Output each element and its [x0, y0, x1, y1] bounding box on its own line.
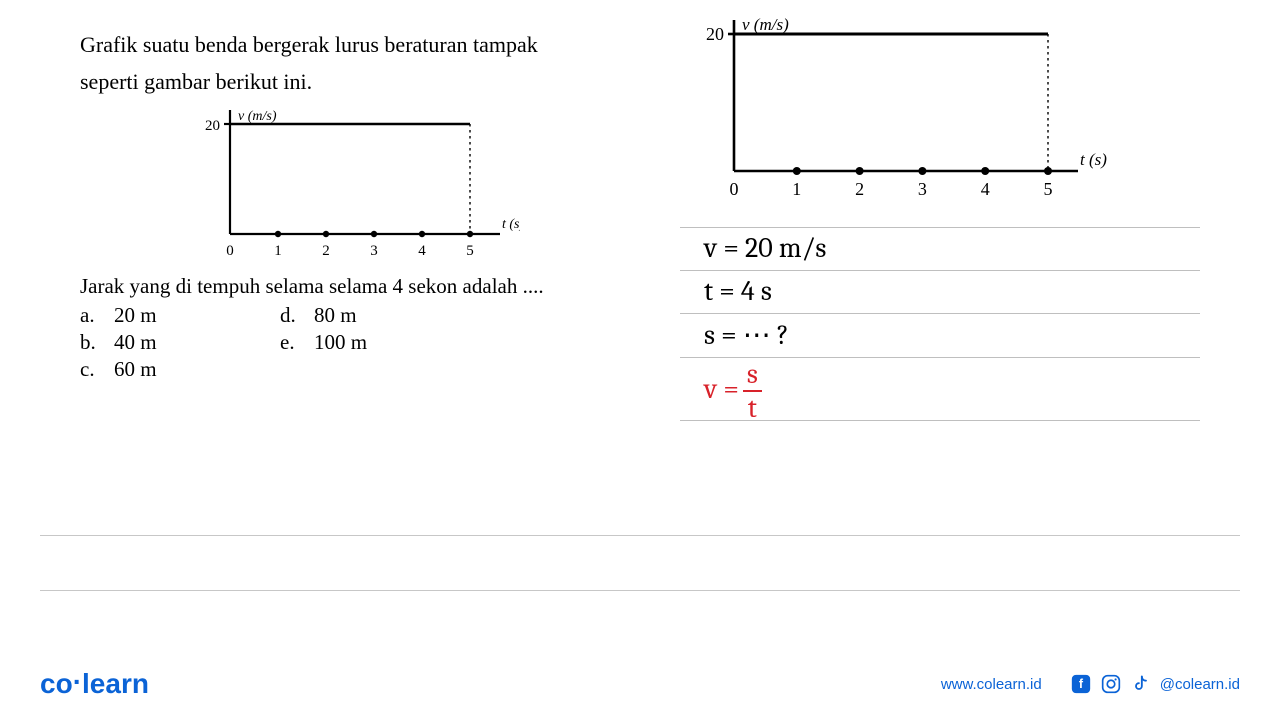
option-row: d.80 m: [280, 303, 367, 328]
question-line2: seperti gambar berikut ini.: [80, 67, 620, 98]
footer-url: www.colearn.id: [941, 676, 1042, 693]
svg-text:0: 0: [226, 243, 234, 259]
options-right: d.80 me.100 m: [280, 303, 367, 384]
option-letter: d.: [280, 303, 314, 328]
sol-v-text: v = 20 m/s: [704, 232, 826, 264]
option-letter: c.: [80, 357, 114, 382]
footer: co·learn www.colearn.id f @colearn.id: [40, 668, 1240, 700]
option-letter: a.: [80, 303, 114, 328]
solution-column: 20v (m/s)t (s)012345 v = 20 m/s t = 4 s …: [640, 30, 1200, 510]
content-area: Grafik suatu benda bergerak lurus beratu…: [80, 30, 1200, 510]
sol-v: v = 20 m/s: [680, 228, 1200, 270]
question-graph: 20 v (m/s) t (s) 0 1 2 3 4 5: [190, 104, 620, 264]
option-letter: e.: [280, 330, 314, 355]
vt-graph-small: 20 v (m/s) t (s) 0 1 2 3 4 5: [190, 104, 520, 259]
svg-text:t (s): t (s): [1080, 150, 1107, 169]
sol-s: s = ⋯ ?: [680, 314, 1200, 357]
options: a.20 mb.40 mc.60 m d.80 me.100 m: [80, 303, 620, 384]
svg-text:5: 5: [466, 243, 474, 259]
option-row: b.40 m: [80, 330, 280, 355]
sol-eq-left: v =: [704, 373, 739, 405]
sol-formula: v = s t: [680, 358, 1200, 420]
option-text: 20 m: [114, 303, 157, 328]
fraction: s t: [743, 360, 762, 422]
svg-text:2: 2: [322, 243, 330, 259]
svg-text:0: 0: [730, 179, 739, 199]
tiktok-icon: [1130, 673, 1152, 695]
instagram-icon: [1100, 673, 1122, 695]
vt-graph-big: 20 v (m/s) t (s) 0 1 2 3 4 5: [680, 6, 1110, 206]
logo-dot: ·: [73, 666, 82, 697]
solution-graph: 20 v (m/s) t (s) 0 1 2 3 4 5: [680, 6, 1200, 211]
sol-s-text: s = ⋯ ?: [704, 318, 789, 351]
option-text: 80 m: [314, 303, 357, 328]
question-column: Grafik suatu benda bergerak lurus beratu…: [80, 30, 640, 510]
option-row: c.60 m: [80, 357, 280, 382]
sol-t-text: t = 4 s: [704, 275, 772, 307]
frac-num: s: [743, 360, 762, 392]
svg-text:1: 1: [274, 243, 282, 259]
option-text: 60 m: [114, 357, 157, 382]
solution-lines: v = 20 m/s t = 4 s s = ⋯ ? v = s t: [680, 227, 1200, 421]
logo-co: co: [40, 668, 73, 699]
logo: co·learn: [40, 668, 149, 700]
question-prompt: Jarak yang di tempuh selama selama 4 sek…: [80, 274, 620, 299]
svg-text:4: 4: [981, 179, 990, 199]
option-letter: b.: [80, 330, 114, 355]
social-icons: f @colearn.id: [1070, 673, 1240, 695]
logo-learn: learn: [82, 668, 149, 699]
frac-den: t: [748, 392, 757, 422]
svg-text:3: 3: [918, 179, 927, 199]
svg-text:20: 20: [706, 24, 724, 44]
svg-text:t (s): t (s): [502, 217, 520, 232]
svg-text:5: 5: [1044, 179, 1053, 199]
svg-text:v (m/s): v (m/s): [238, 109, 277, 124]
option-text: 100 m: [314, 330, 367, 355]
svg-text:4: 4: [418, 243, 426, 259]
facebook-icon: f: [1070, 673, 1092, 695]
svg-text:3: 3: [370, 243, 378, 259]
options-left: a.20 mb.40 mc.60 m: [80, 303, 280, 384]
svg-text:v (m/s): v (m/s): [742, 15, 789, 34]
svg-text:2: 2: [855, 179, 864, 199]
footer-handle: @colearn.id: [1160, 676, 1240, 693]
question-line1: Grafik suatu benda bergerak lurus beratu…: [80, 30, 620, 61]
footer-right: www.colearn.id f @colearn.id: [941, 673, 1240, 695]
sol-t: t = 4 s: [680, 271, 1200, 313]
svg-text:1: 1: [792, 179, 801, 199]
option-text: 40 m: [114, 330, 157, 355]
option-row: a.20 m: [80, 303, 280, 328]
svg-text:20: 20: [205, 118, 220, 134]
option-row: e.100 m: [280, 330, 367, 355]
